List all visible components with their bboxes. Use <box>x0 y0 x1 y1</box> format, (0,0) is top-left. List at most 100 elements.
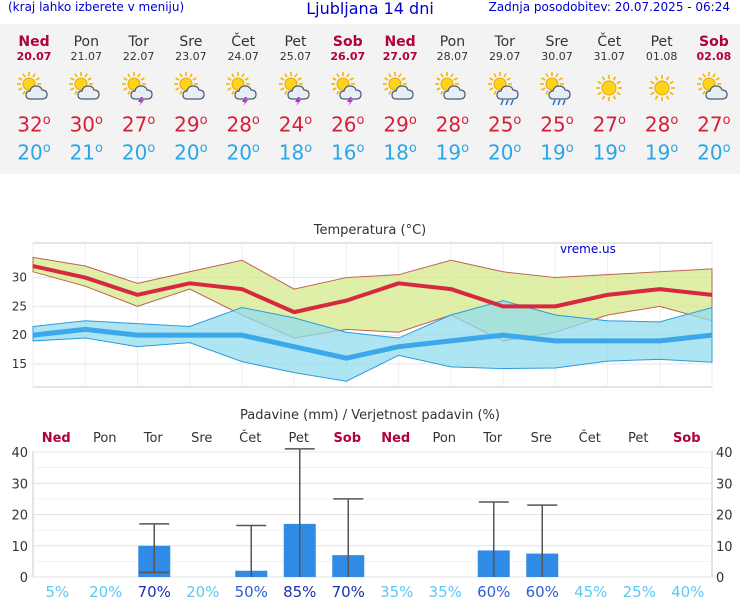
sun-cloud-storm-icon <box>270 70 322 108</box>
day-label: Ned <box>42 431 71 446</box>
precipitation-probability: 60% <box>477 583 510 600</box>
error-bar <box>284 448 315 577</box>
sun-cloud-storm-icon <box>217 70 269 108</box>
y-tick-label: 25 <box>12 299 27 313</box>
y-tick-label-left: 30 <box>11 477 28 492</box>
min-temperature: 18o <box>383 140 417 165</box>
min-temperature: 20o <box>487 140 522 165</box>
day-column: Sob 02.08 27o 20o <box>688 24 740 165</box>
day-label: Tor <box>143 431 164 446</box>
day-date: 21.07 <box>70 50 103 63</box>
day-label: Tor <box>482 431 503 446</box>
max-temperature: 27o <box>121 112 156 137</box>
forecast-days: Ned 20.07 32o 20o Pon 21.07 30o 21o Tor 22.07 27o 2… <box>0 24 740 174</box>
precipitation-probability: 85% <box>283 583 316 600</box>
menu-hint: (kraj lahko izberete v meniju) <box>8 0 185 14</box>
day-name: Tor <box>128 34 149 50</box>
sun-cloud-icon <box>8 70 60 108</box>
max-temperature: 29o <box>383 112 417 137</box>
page-title: Ljubljana 14 dni <box>306 0 434 18</box>
sun-cloud-icon <box>374 70 426 108</box>
precipitation-probability: 40% <box>671 583 704 600</box>
error-bar <box>527 504 558 577</box>
y-tick-label-left: 10 <box>11 540 28 555</box>
precipitation-probability: 25% <box>623 583 656 600</box>
precipitation-probability: 70% <box>332 583 365 600</box>
sun-cloud-icon <box>60 70 112 108</box>
day-column: Pon 21.07 30o 21o <box>60 24 112 165</box>
day-name: Ned <box>384 34 416 50</box>
day-name: Tor <box>494 34 515 50</box>
precipitation-probability: 35% <box>380 583 413 600</box>
max-temperature-line <box>32 264 713 315</box>
error-bar <box>139 523 170 574</box>
error-bar <box>236 524 267 577</box>
day-column: Pet 25.07 24o 18o <box>270 24 322 165</box>
day-name: Pon <box>73 34 99 50</box>
y-tick-label: 20 <box>12 328 27 342</box>
max-temperature: 27o <box>592 112 626 137</box>
min-temperature: 18o <box>278 140 313 165</box>
y-tick-label-right: 10 <box>716 540 733 555</box>
day-column: Sre 23.07 29o 20o <box>165 24 217 165</box>
day-column: Tor 29.07 25o 20o <box>479 24 531 165</box>
day-column: Tor 22.07 27o 20o <box>113 24 165 165</box>
day-date: 30.07 <box>541 50 573 63</box>
day-label: Pon <box>93 431 117 446</box>
min-temperature: 20o <box>121 140 156 165</box>
day-column: Pon 28.07 28o 19o <box>426 24 478 165</box>
min-temperature-line <box>32 326 713 361</box>
day-date: 01.08 <box>645 50 678 63</box>
y-tick-label-left: 0 <box>20 571 28 586</box>
day-name: Čet <box>231 34 256 50</box>
day-column: Sob 26.07 26o 16o <box>322 24 374 165</box>
min-temperature: 20o <box>226 140 260 165</box>
day-label: Ned <box>381 431 410 446</box>
day-name: Sre <box>179 34 203 50</box>
precipitation-chart: Padavine (mm) / Verjetnost padavin (%) Ne… <box>11 408 733 600</box>
day-column: Čet 31.07 27o 19o <box>583 24 635 165</box>
day-label: Sob <box>333 431 361 446</box>
error-bar <box>333 498 364 577</box>
day-name: Sob <box>332 34 363 50</box>
day-column: Ned 27.07 29o 18o <box>374 24 426 165</box>
day-date: 27.07 <box>382 50 418 63</box>
day-label: Pet <box>289 431 309 446</box>
day-label: Sre <box>191 431 212 446</box>
day-date: 23.07 <box>175 50 207 63</box>
max-temperature: 25o <box>540 112 574 137</box>
day-date: 02.08 <box>696 50 732 63</box>
day-date: 29.07 <box>488 50 521 63</box>
precipitation-probability: 20% <box>186 583 219 600</box>
precipitation-probability: 60% <box>526 583 559 600</box>
min-temperature: 16o <box>331 140 365 165</box>
last-update: Zadnja posodobitev: 20.07.2025 - 06:24 <box>488 0 730 14</box>
error-bar <box>478 501 509 577</box>
max-temperature: 28o <box>226 112 260 137</box>
max-temperature: 26o <box>331 112 365 137</box>
day-label: Pet <box>628 431 648 446</box>
max-temperature: 28o <box>435 112 470 137</box>
chart-title: Padavine (mm) / Verjetnost padavin (%) <box>240 408 500 423</box>
y-tick-label-left: 20 <box>11 509 28 524</box>
day-column: Ned 20.07 32o 20o <box>8 24 60 165</box>
day-name: Čet <box>597 34 622 50</box>
day-date: 31.07 <box>593 50 626 63</box>
day-name: Pet <box>650 34 673 50</box>
day-date: 20.07 <box>16 50 52 63</box>
precipitation-probability: 5% <box>45 583 69 600</box>
y-tick-label: 15 <box>12 357 27 371</box>
y-tick-label: 30 <box>12 271 27 285</box>
day-label: Sob <box>673 431 701 446</box>
max-temperature: 24o <box>278 112 313 137</box>
day-name: Sob <box>699 34 729 50</box>
max-temperature: 30o <box>69 112 103 137</box>
sun-cloud-rain-icon <box>531 70 583 108</box>
day-name: Pon <box>439 34 466 50</box>
y-tick-label-right: 20 <box>716 509 733 524</box>
min-temperature: 20o <box>174 140 208 165</box>
sun-cloud-icon <box>426 70 478 108</box>
precipitation-probability: 70% <box>138 583 171 600</box>
sun-cloud-rain-icon <box>479 70 531 108</box>
min-temperature: 19o <box>435 140 470 165</box>
